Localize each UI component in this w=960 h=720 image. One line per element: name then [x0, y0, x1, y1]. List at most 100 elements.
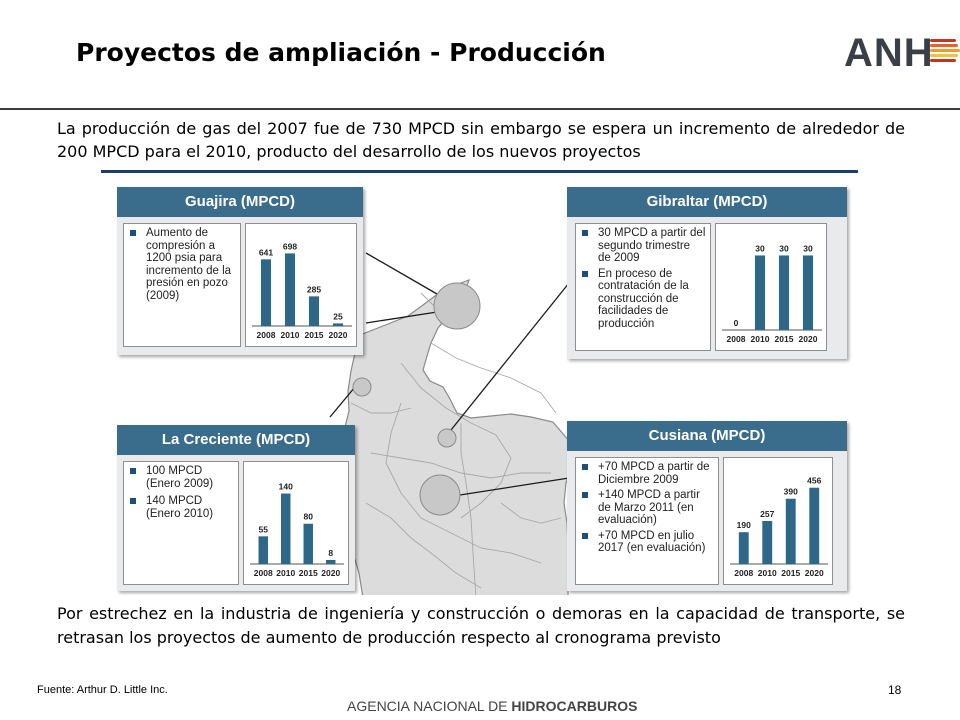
panel-guajira: Guajira (MPCD) Aumento de compresión a 1…: [117, 187, 363, 355]
category-label: 2020: [321, 568, 340, 578]
panel-title: La Creciente (MPCD): [117, 425, 355, 455]
footer-agency: AGENCIA NACIONAL DE HIDROCARBUROS: [347, 698, 637, 714]
category-label: 2015: [775, 334, 794, 344]
panel-title: Guajira (MPCD): [117, 187, 363, 217]
chart-box: 641 2008 698 2010 285 2015 25 2020: [245, 223, 357, 347]
note-text: 30 MPCD a partir del segundo trimestre d…: [598, 227, 706, 264]
anh-logo: ANH: [844, 30, 960, 76]
projects-figure: Guajira (MPCD) Aumento de compresión a 1…: [101, 170, 858, 595]
map-inner-border: [350, 402, 412, 414]
note-item: +70 MPCD a partir de Diciembre 2009: [580, 461, 714, 486]
note-item: +140 MPCD a partir de Marzo 2011 (en eva…: [580, 489, 714, 527]
agency-name-bold: HIDROCARBUROS: [511, 698, 638, 714]
note-item: 140 MPCD (Enero 2010): [128, 495, 234, 520]
map-inner-border: [365, 502, 482, 589]
value-label: 641: [259, 247, 273, 257]
category-label: 2020: [799, 334, 818, 344]
category-label: 2015: [781, 568, 800, 578]
value-label: 257: [760, 509, 774, 519]
bar-2015: [785, 498, 796, 564]
map-inner-border: [500, 502, 562, 524]
panel-gibraltar: Gibraltar (MPCD) 30 MPCD a partir del se…: [567, 187, 847, 359]
note-text: +140 MPCD a partir de Marzo 2011 (en eva…: [598, 489, 700, 526]
note-text: 100 MPCD (Enero 2009): [146, 465, 214, 490]
bar-2020: [326, 559, 336, 564]
value-label: 25: [333, 311, 343, 321]
bar-2015: [308, 296, 320, 326]
value-label: 140: [279, 482, 293, 492]
notes-list: Aumento de compresión a 1200 psia para i…: [123, 223, 241, 347]
value-label: 55: [259, 524, 269, 534]
bar-2010: [762, 520, 773, 564]
value-label: 8: [328, 548, 333, 558]
category-label: 2008: [734, 568, 753, 578]
bar-chart: 190 2008 257 2010 390 2015 456 2020: [730, 476, 828, 578]
colombia-map: [329, 252, 577, 595]
value-label: 190: [737, 520, 751, 530]
category-label: 2015: [305, 330, 324, 340]
note-text: 140 MPCD (Enero 2010): [146, 495, 214, 520]
bar-2020: [332, 323, 344, 326]
leader-line-gibraltar: [446, 282, 570, 436]
source-note: Fuente: Arthur D. Little Inc.: [37, 684, 168, 696]
value-label: 390: [784, 487, 798, 497]
category-label: 2010: [281, 330, 300, 340]
note-text: Aumento de compresión a 1200 psia para i…: [146, 227, 232, 302]
map-inner-border: [385, 402, 542, 564]
note-item: 30 MPCD a partir del segundo trimestre d…: [580, 227, 706, 265]
value-label: 30: [779, 243, 789, 253]
leader-line-guajira: [365, 311, 438, 324]
conclusion-text: Por estrechez en la industria de ingenie…: [57, 604, 905, 647]
map-marker-cusiana: [419, 474, 461, 516]
value-label: 456: [807, 476, 821, 486]
panel-title: Cusiana (MPCD): [567, 421, 847, 451]
map-marker-guajira: [433, 282, 481, 330]
flame-stripes-icon: [930, 39, 960, 69]
bar-2008: [260, 259, 272, 326]
page-number: 18: [888, 683, 902, 697]
category-label: 2010: [276, 568, 295, 578]
bar-2015: [778, 255, 790, 330]
bar-chart: 641 2008 698 2010 285 2015 25 2020: [252, 241, 352, 340]
category-label: 2008: [727, 334, 746, 344]
leader-line-guajira: [365, 252, 438, 295]
map-marker-creciente: [352, 377, 372, 397]
panel-cusiana: Cusiana (MPCD) +70 MPCD a partir de Dici…: [567, 421, 847, 591]
bar-2008: [258, 536, 268, 564]
slide-title: Proyectos de ampliación - Producción: [76, 38, 606, 67]
note-text: +70 MPCD a partir de Diciembre 2009: [598, 461, 710, 486]
bar-2010: [754, 255, 766, 330]
logo-text: ANH: [844, 31, 934, 75]
note-item: Aumento de compresión a 1200 psia para i…: [128, 227, 236, 302]
panel-creciente: La Creciente (MPCD) 100 MPCD (Enero 2009…: [117, 425, 355, 591]
map-inner-border: [370, 452, 551, 479]
category-label: 2010: [751, 334, 770, 344]
category-label: 2015: [299, 568, 318, 578]
intro-text: La producción de gas del 2007 fue de 730…: [57, 119, 905, 161]
chart-box: 190 2008 257 2010 390 2015 456 2020: [723, 457, 833, 585]
category-label: 2020: [329, 330, 348, 340]
bar-2010: [284, 253, 296, 326]
value-label: 698: [283, 241, 297, 251]
value-label: 80: [304, 512, 314, 522]
bar-2008: [738, 532, 749, 564]
value-label: 0: [734, 318, 739, 328]
map-inner-border: [460, 423, 477, 595]
bar-chart: 55 2008 140 2010 80 2015 8 2020: [250, 482, 344, 578]
category-label: 2008: [257, 330, 276, 340]
agency-name-light: AGENCIA NACIONAL DE: [347, 698, 508, 714]
category-label: 2010: [758, 568, 777, 578]
panel-title: Gibraltar (MPCD): [567, 187, 847, 217]
note-item: 100 MPCD (Enero 2009): [128, 465, 234, 490]
value-label: 285: [307, 284, 321, 294]
category-label: 2008: [254, 568, 273, 578]
value-label: 30: [755, 243, 765, 253]
category-label: 2020: [805, 568, 824, 578]
bar-2020: [802, 255, 814, 330]
note-item: +70 MPCD en julio 2017 (en evaluación): [580, 530, 714, 555]
notes-list: +70 MPCD a partir de Diciembre 2009 +140…: [575, 457, 719, 585]
leader-line-cusiana: [459, 477, 570, 496]
bar-2010: [281, 493, 291, 564]
map-inner-border: [400, 362, 512, 519]
bar-chart: 0 2008 30 2010 30 2015 30 2020: [722, 243, 822, 344]
